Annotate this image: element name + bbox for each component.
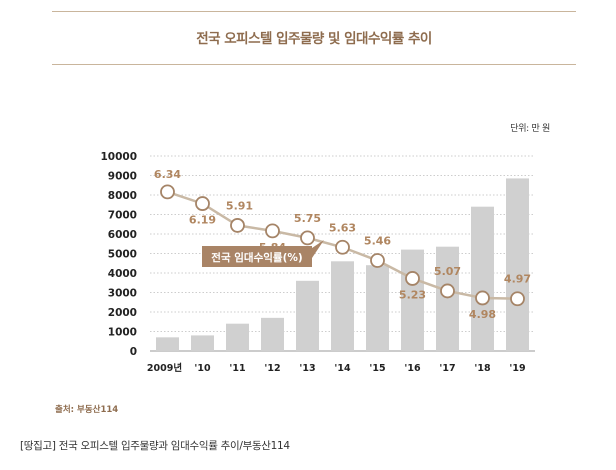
x-tick-label: 2009년 [147, 362, 182, 374]
y-tick-label: 5000 [108, 249, 137, 261]
yield-point [265, 223, 280, 239]
title-frame: 전국 오피스텔 입주물량 및 임대수익률 추이 [52, 11, 576, 65]
image-caption: [땅집고] 전국 오피스텔 입주물량과 임대수익률 추이/부동산114 [20, 440, 290, 452]
x-tick-label: '13 [299, 363, 315, 374]
bar [506, 178, 529, 351]
x-tick-label: '15 [369, 363, 385, 374]
data-label: 6.34 [154, 168, 181, 181]
data-label: 5.07 [434, 265, 461, 278]
bar [261, 317, 284, 351]
x-tick-label: '17 [439, 363, 455, 374]
yield-point [440, 283, 455, 299]
x-tick-label: '11 [229, 363, 245, 374]
chart-title: 전국 오피스텔 입주물량 및 임대수익률 추이 [196, 31, 432, 47]
bar [366, 265, 389, 351]
source-label: 출처: 부동산114 [55, 405, 119, 415]
x-tick-label: '19 [509, 363, 525, 374]
y-tick-label: 0 [130, 346, 137, 358]
yield-point [475, 290, 490, 306]
y-tick-label: 3000 [108, 288, 137, 300]
bar [436, 246, 459, 351]
yield-point [370, 253, 385, 268]
series-badge [202, 246, 312, 267]
yield-point [405, 271, 420, 286]
y-tick-label: 7000 [108, 210, 137, 222]
data-label: 6.19 [189, 214, 216, 227]
yield-point [335, 239, 350, 255]
yield-point [300, 230, 315, 246]
data-label: 4.98 [469, 308, 496, 321]
series-badge-pointer [312, 240, 324, 258]
y-tick-label: 1000 [108, 327, 137, 339]
bar [226, 323, 249, 351]
bar [191, 335, 214, 351]
x-tick-label: '16 [404, 363, 421, 374]
data-label: 5.63 [329, 221, 356, 234]
x-tick-label: '18 [474, 363, 491, 374]
y-tick-label: 9000 [108, 171, 137, 183]
x-tick-label: '10 [194, 363, 211, 374]
y-tick-label: 10000 [100, 151, 137, 163]
x-tick-label: '14 [334, 363, 351, 374]
bar [471, 206, 494, 351]
data-label: 4.97 [504, 273, 531, 286]
bar [331, 261, 354, 351]
yield-point [230, 218, 245, 233]
y-tick-label: 4000 [108, 268, 137, 280]
bar [156, 337, 179, 351]
data-label: 5.75 [294, 212, 321, 225]
unit-label: 단위: 만 원 [510, 124, 550, 134]
yield-point [195, 196, 210, 211]
data-label: 5.23 [399, 288, 426, 301]
yield-point [510, 291, 525, 307]
data-label: 5.46 [364, 235, 391, 248]
bar [296, 280, 319, 351]
x-tick-label: '12 [264, 363, 280, 374]
data-label: 5.91 [226, 199, 253, 212]
yield-point [160, 184, 175, 200]
y-tick-label: 8000 [108, 190, 137, 202]
y-tick-label: 2000 [108, 307, 137, 319]
y-tick-label: 6000 [108, 229, 137, 241]
series-badge-label: 전국 임대수익률(%) [211, 251, 302, 264]
